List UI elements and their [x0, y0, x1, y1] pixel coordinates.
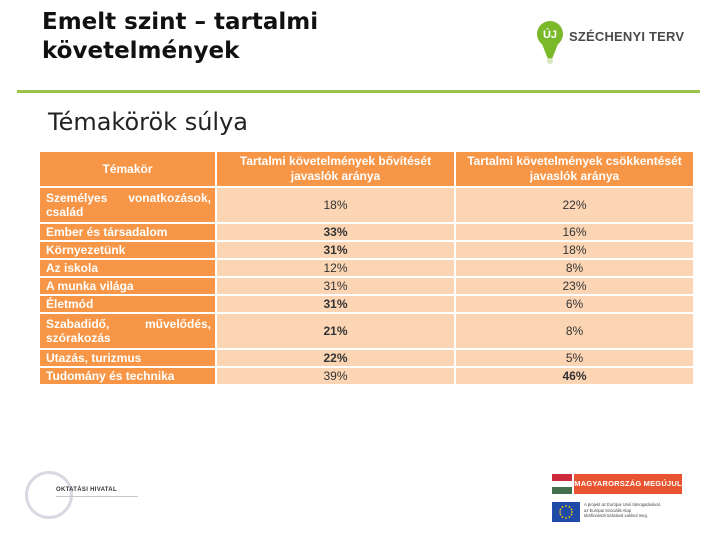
header-increase: Tartalmi követelmények bővítését javasló… [215, 150, 456, 188]
eu-support-line: az Európai Szociális Alap [584, 507, 632, 513]
table-row: A munka világa 31% 23% [38, 276, 695, 296]
topic-cell: Életmód [38, 294, 217, 314]
header-decrease: Tartalmi követelmények csökkentését java… [454, 150, 695, 188]
decrease-cell: 22% [454, 186, 695, 224]
oktatasi-hivatal-text: OKTATÁSI HIVATAL [56, 487, 117, 493]
topic-cell: Utazás, turizmus [38, 348, 217, 368]
increase-cell: 31% [215, 276, 456, 296]
szechenyi-terv-text: SZÉCHENYI TERV [569, 29, 685, 44]
eu-support-line: társfinanszírozásával valósul meg. [584, 513, 649, 519]
increase-cell: 22% [215, 348, 456, 368]
decrease-cell: 16% [454, 222, 695, 242]
topic-cell: A munka világa [38, 276, 217, 296]
header-topic: Témakör [38, 150, 217, 188]
topic-cell: Személyes vonatkozások, család [38, 186, 217, 224]
increase-cell: 33% [215, 222, 456, 242]
increase-cell: 31% [215, 240, 456, 260]
increase-cell: 18% [215, 186, 456, 224]
table-row: Életmód 31% 6% [38, 294, 695, 314]
logo-underline [56, 496, 138, 497]
magyarorszag-megujul-banner: MAGYARORSZÁG MEGÚJUL [574, 474, 682, 494]
eu-support-line: A projekt az Európai Unió támogatásával, [584, 502, 661, 507]
table-row: Ember és társadalom 33% 16% [38, 222, 695, 242]
decrease-cell: 6% [454, 294, 695, 314]
slide-title: Emelt szint – tartalmi követelmények [42, 8, 502, 66]
table-row: Szabadidő, művelődés, szórakozás 21% 8% [38, 312, 695, 350]
location-pin-icon: ÚJ [537, 21, 563, 64]
topic-weights-table: Témakör Tartalmi követelmények bővítését… [38, 150, 695, 386]
section-subtitle: Témakörök súlya [48, 108, 249, 136]
title-divider [17, 90, 700, 93]
decrease-cell: 46% [454, 366, 695, 386]
eu-support-text: A projekt az Európai Unió támogatásával,… [584, 502, 684, 519]
table-row: Utazás, turizmus 22% 5% [38, 348, 695, 368]
increase-cell: 31% [215, 294, 456, 314]
szechenyi-terv-logo: ÚJ SZÉCHENYI TERV [536, 20, 706, 68]
decrease-cell: 18% [454, 240, 695, 260]
increase-cell: 21% [215, 312, 456, 350]
oktatasi-hivatal-logo: OKTATÁSI HIVATAL [22, 468, 138, 528]
table-row: Az iskola 12% 8% [38, 258, 695, 278]
slide-title-line1: Emelt szint – tartalmi [42, 9, 319, 35]
decrease-cell: 5% [454, 348, 695, 368]
increase-cell: 12% [215, 258, 456, 278]
decrease-cell: 8% [454, 312, 695, 350]
pin-letter: ÚJ [543, 28, 557, 41]
table-row: Személyes vonatkozások, család 18% 22% [38, 186, 695, 224]
topic-cell: Tudomány és technika [38, 366, 217, 386]
table-row: Tudomány és technika 39% 46% [38, 366, 695, 386]
hungarian-flag-icon [552, 474, 572, 494]
table-row: Környezetünk 31% 18% [38, 240, 695, 260]
magyarorszag-megujul-block: MAGYARORSZÁG MEGÚJUL A projekt az Európa… [548, 470, 688, 526]
eu-flag-icon [552, 502, 580, 522]
topic-cell: Környezetünk [38, 240, 217, 260]
increase-cell: 39% [215, 366, 456, 386]
topic-cell: Ember és társadalom [38, 222, 217, 242]
decrease-cell: 23% [454, 276, 695, 296]
table-header-row: Témakör Tartalmi követelmények bővítését… [38, 150, 695, 188]
topic-cell: Az iskola [38, 258, 217, 278]
decrease-cell: 8% [454, 258, 695, 278]
topic-cell: Szabadidő, művelődés, szórakozás [38, 312, 217, 350]
logo-circle-icon [25, 471, 73, 519]
slide-title-line2: követelmények [42, 38, 240, 64]
